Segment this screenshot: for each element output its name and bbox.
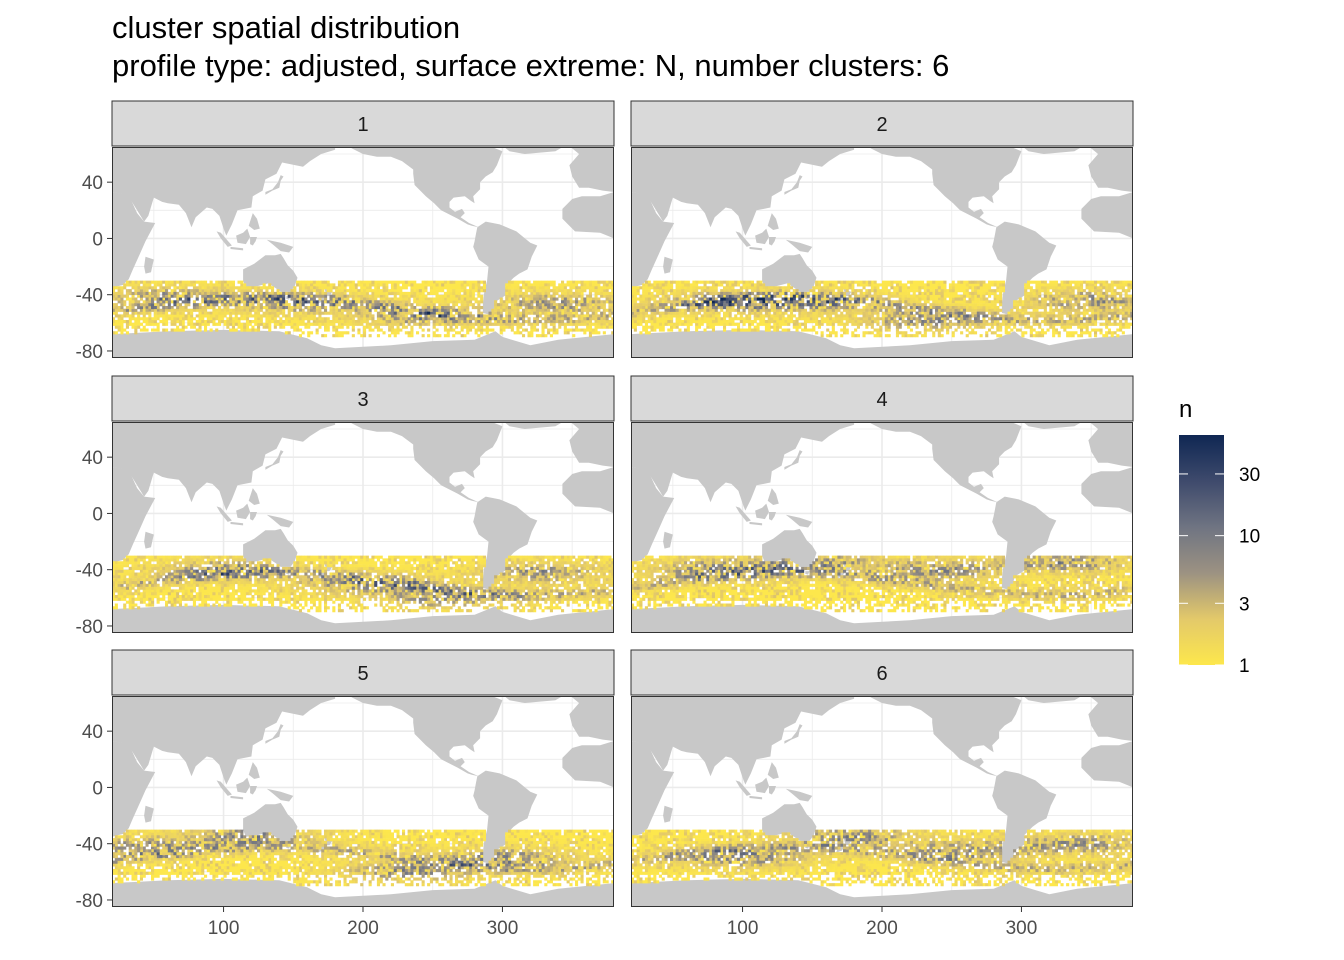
panel-border	[631, 696, 1133, 907]
x-tick-label: 300	[487, 918, 519, 939]
facet-strip-label: 2	[876, 114, 887, 136]
facet-strip	[111, 649, 615, 696]
heat-tiles	[631, 555, 1133, 613]
legend-title: n	[1179, 396, 1192, 423]
y-tick-label: 0	[92, 504, 103, 525]
heat-tiles	[112, 280, 614, 338]
x-tick-label: 300	[1006, 918, 1038, 939]
facet-panel-3: 3 40 0 -40 -80	[76, 375, 615, 638]
heat-tiles	[631, 829, 1133, 887]
legend: n 1 3 10 30	[1179, 396, 1260, 677]
facet-panel-2: 2	[630, 100, 1134, 358]
panel-border	[631, 147, 1133, 358]
land-mass	[631, 422, 1133, 633]
legend-tick-label: 3	[1239, 594, 1250, 615]
chart-subtitle: profile type: adjusted, surface extreme:…	[112, 48, 950, 83]
y-tick-label: -40	[76, 835, 103, 856]
facet-panel-6: 6 100 200 300	[630, 649, 1134, 939]
facet-strip	[630, 375, 1134, 422]
x-tick-label: 100	[208, 918, 240, 939]
panel-border	[112, 696, 614, 907]
y-tick-label: -80	[76, 342, 103, 363]
facet-panel-5: 5 40 0 -40 -80 100 200 300	[76, 649, 615, 939]
land-mass	[112, 422, 614, 633]
facet-strip-label: 1	[357, 114, 368, 136]
y-tick-label: 0	[92, 229, 103, 250]
facet-strip	[111, 100, 615, 147]
land-mass	[112, 147, 614, 358]
heat-tiles	[631, 280, 1133, 338]
panel-border	[631, 422, 1133, 633]
y-tick-label: -80	[76, 891, 103, 912]
y-tick-label: -40	[76, 286, 103, 307]
facet-panel-4: 4	[630, 375, 1134, 633]
legend-tick-label: 1	[1239, 656, 1250, 677]
legend-tick-label: 10	[1239, 527, 1260, 548]
land-mass	[112, 696, 614, 907]
heat-tiles	[112, 829, 614, 887]
legend-colorbar	[1179, 435, 1224, 665]
x-tick-label: 200	[347, 918, 379, 939]
panel-border	[112, 422, 614, 633]
facet-strip-label: 3	[357, 389, 368, 411]
y-tick-label: -40	[76, 561, 103, 582]
facet-strip-label: 4	[876, 389, 887, 411]
land-mass	[631, 696, 1133, 907]
facet-panel-1: 1 40 0 -40 -80	[76, 100, 615, 363]
y-tick-label: 0	[92, 778, 103, 799]
y-tick-label: -80	[76, 617, 103, 638]
x-tick-label: 200	[866, 918, 898, 939]
facet-strip	[111, 375, 615, 422]
heat-tiles	[112, 555, 614, 613]
facet-strip-label: 5	[357, 663, 368, 685]
panel-border	[112, 147, 614, 358]
legend-tick-label: 30	[1239, 465, 1260, 486]
land-mass	[631, 147, 1133, 358]
facet-strip	[630, 100, 1134, 147]
facet-strip-label: 6	[876, 663, 887, 685]
facet-strip	[630, 649, 1134, 696]
y-tick-label: 40	[82, 448, 103, 469]
y-tick-label: 40	[82, 722, 103, 743]
chart-title: cluster spatial distribution	[112, 10, 461, 45]
y-tick-label: 40	[82, 173, 103, 194]
x-tick-label: 100	[727, 918, 759, 939]
